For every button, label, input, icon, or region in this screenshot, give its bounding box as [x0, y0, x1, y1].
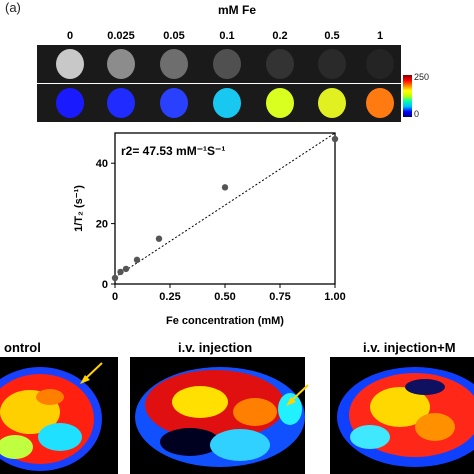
- data-point: [117, 268, 124, 276]
- y-tick-label: 0: [102, 279, 108, 291]
- data-point: [221, 184, 229, 191]
- colormap-phantom: [266, 88, 294, 118]
- x-tick-label: 0: [112, 291, 118, 303]
- mri-title-control: ontrol: [4, 340, 41, 355]
- arrow-icon: [80, 362, 103, 384]
- data-point: [133, 256, 141, 264]
- grayscale-phantom-strip: [37, 45, 401, 83]
- colormap-phantom-strip: [37, 84, 401, 122]
- x-tick-label: 0.25: [159, 291, 180, 303]
- colormap-phantom: [107, 88, 135, 118]
- mri-image-control: [0, 357, 118, 474]
- data-point: [111, 274, 119, 282]
- colorbar-min-label: 0: [414, 109, 420, 119]
- grayscale-phantom: [366, 49, 394, 79]
- x-tick-label: 1.00: [324, 291, 345, 303]
- grayscale-phantom: [56, 49, 84, 79]
- relaxivity-scatter-plot: r2= 47.53 mM⁻¹S⁻¹ Fe concentration (mM) …: [73, 132, 346, 327]
- x-tick-label: 0.50: [214, 291, 235, 303]
- colormap-phantom: [366, 88, 394, 118]
- x-axis-label: Fe concentration (mM): [166, 315, 284, 327]
- y-tick-label: 20: [96, 219, 108, 231]
- y-tick-label: 40: [96, 158, 108, 170]
- concentration-label: 0.5: [324, 30, 340, 42]
- arrow-icon: [286, 384, 309, 406]
- grayscale-phantom: [107, 49, 135, 79]
- grayscale-phantom: [266, 49, 294, 79]
- mri-image-iv-injection: [130, 357, 305, 474]
- colorbar: [403, 75, 412, 117]
- concentration-title: mM Fe: [217, 3, 256, 17]
- x-tick-label: 0.75: [269, 291, 290, 303]
- concentration-label: 0.025: [107, 30, 135, 42]
- concentration-label: 0: [66, 30, 74, 42]
- colormap-phantom: [160, 88, 188, 118]
- grayscale-phantom: [318, 49, 346, 79]
- colormap-phantom: [318, 88, 346, 118]
- mri-title-iv-injection: i.v. injection: [178, 340, 253, 355]
- mri-title-iv-injection-m: i.v. injection+M: [363, 340, 456, 355]
- panel-label: (a): [5, 0, 21, 15]
- concentration-label: 0.2: [272, 30, 288, 42]
- colormap-phantom: [56, 88, 84, 118]
- concentration-label: 0.1: [219, 30, 235, 42]
- data-point: [331, 135, 339, 143]
- data-point: [122, 265, 130, 273]
- relaxivity-annotation: r2= 47.53 mM⁻¹S⁻¹: [121, 144, 225, 158]
- y-axis-label: 1/T₂ (s⁻¹): [73, 185, 85, 232]
- mri-image-iv-injection-m: [330, 357, 474, 474]
- grayscale-phantom: [213, 49, 241, 79]
- colormap-phantom: [213, 88, 241, 118]
- concentration-label: 0.05: [163, 30, 185, 42]
- grayscale-phantom: [160, 49, 188, 79]
- colorbar-max-label: 250: [414, 72, 430, 82]
- data-point: [155, 235, 163, 242]
- concentration-label: 1: [376, 30, 384, 42]
